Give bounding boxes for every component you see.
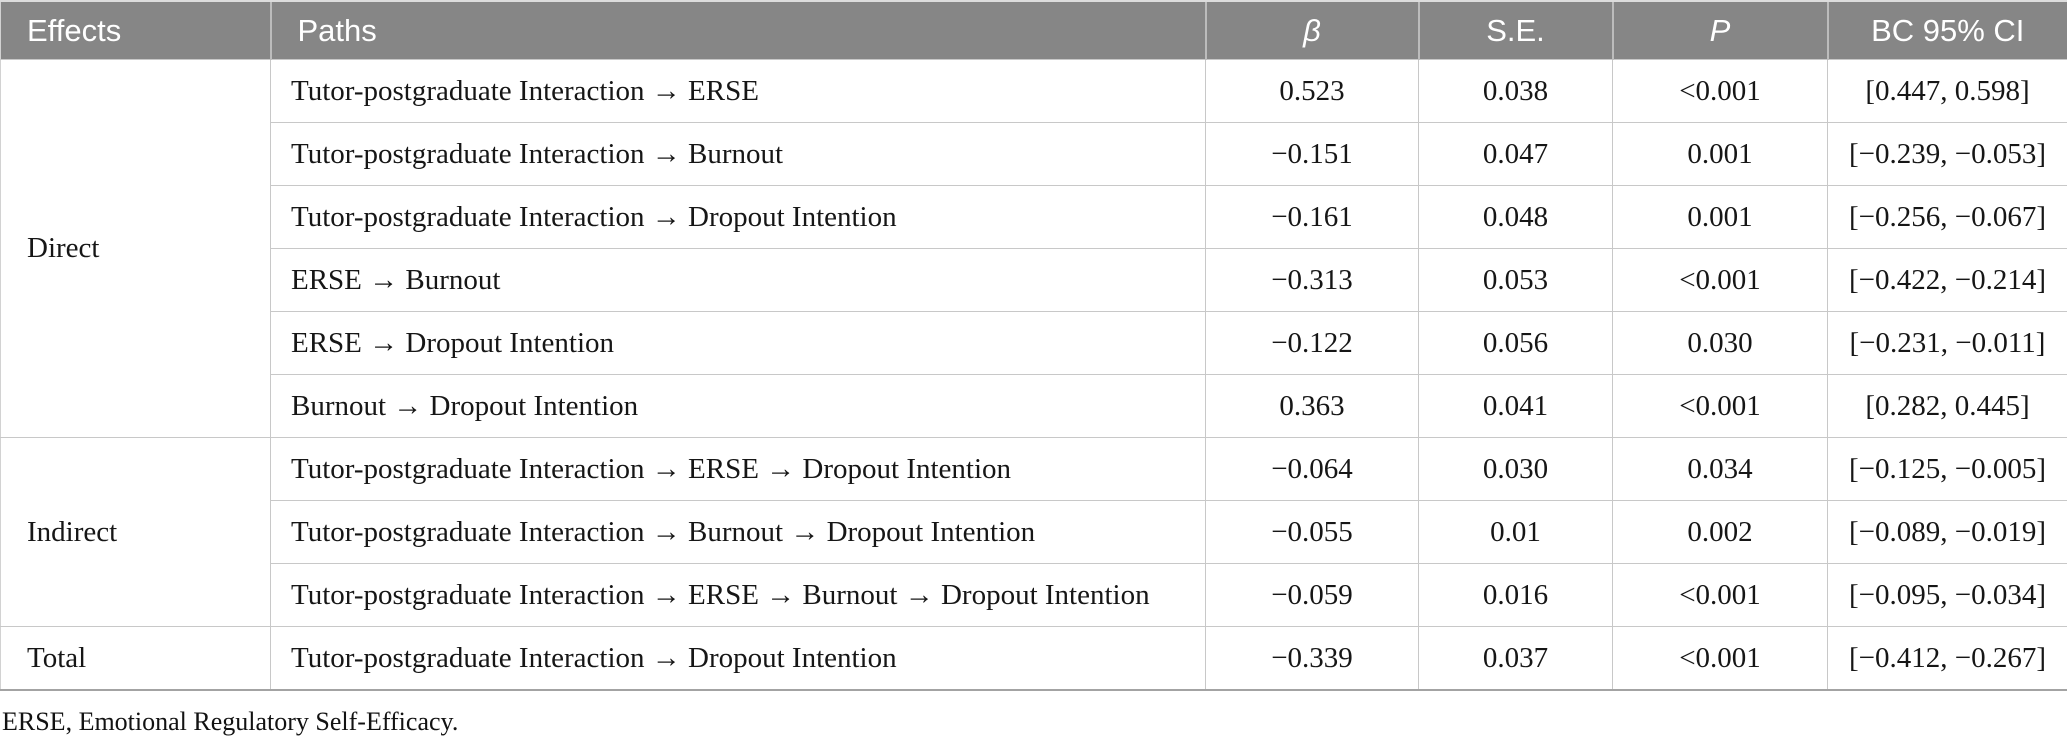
p-cell: 0.001 — [1612, 185, 1828, 249]
table-row: Direct Tutor-postgraduate Interaction → E… — [0, 59, 2067, 438]
ci-cell: [−0.125, −0.005] — [1827, 437, 2067, 501]
ci-cell: [−0.239, −0.053] — [1827, 122, 2067, 186]
p-cell: <0.001 — [1612, 59, 1828, 123]
beta-cell: −0.055 — [1205, 500, 1419, 564]
column-header-paths: Paths — [269, 0, 1206, 60]
beta-cell: −0.064 — [1205, 437, 1419, 501]
se-cell: 0.030 — [1418, 437, 1613, 501]
table-footnote: ERSE, Emotional Regulatory Self-Efficacy… — [2, 707, 459, 736]
se-cell: 0.038 — [1418, 59, 1613, 123]
se-cell: 0.01 — [1418, 500, 1613, 564]
column-header-ci: BC 95% CI — [1826, 0, 2067, 60]
table-row: ERSE → Burnout −0.313 0.053 <0.001 [−0.422, … — [1, 248, 2067, 312]
path-cell: Tutor-postgraduate Interaction → ERSE — [270, 59, 1206, 123]
path-cell: Tutor-postgraduate Interaction → ERSE → … — [270, 563, 1206, 627]
p-cell: <0.001 — [1612, 374, 1828, 438]
ci-cell: [−0.422, −0.214] — [1827, 248, 2067, 312]
beta-cell: −0.122 — [1205, 311, 1419, 375]
p-cell: <0.001 — [1612, 248, 1828, 312]
se-cell: 0.048 — [1418, 185, 1613, 249]
path-cell: Tutor-postgraduate Interaction → Dropout… — [270, 626, 1206, 690]
ci-cell: [−0.095, −0.034] — [1827, 563, 2067, 627]
beta-cell: −0.339 — [1205, 626, 1419, 690]
beta-cell: −0.161 — [1205, 185, 1419, 249]
p-cell: 0.030 — [1612, 311, 1828, 375]
p-cell: <0.001 — [1612, 563, 1828, 627]
ci-cell: [0.447, 0.598] — [1827, 59, 2067, 123]
path-cell: Tutor-postgraduate Interaction → Burnout — [270, 122, 1206, 186]
path-cell: Tutor-postgraduate Interaction → Dropout… — [270, 185, 1206, 249]
beta-cell: 0.363 — [1205, 374, 1419, 438]
se-cell: 0.053 — [1418, 248, 1613, 312]
beta-cell: −0.151 — [1205, 122, 1419, 186]
path-cell: Tutor-postgraduate Interaction → Burnout… — [270, 500, 1206, 564]
ci-cell: [−0.412, −0.267] — [1827, 626, 2067, 690]
header-row: Effects Paths β S.E. P BC 95% CI — [0, 0, 2067, 60]
beta-cell: 0.523 — [1205, 59, 1419, 123]
se-cell: 0.037 — [1418, 626, 1613, 690]
ci-cell: [−0.089, −0.019] — [1827, 500, 2067, 564]
se-cell: 0.041 — [1418, 374, 1613, 438]
p-cell: 0.034 — [1612, 437, 1828, 501]
se-cell: 0.056 — [1418, 311, 1613, 375]
effect-group-label: Total — [0, 626, 271, 690]
path-cell: ERSE → Burnout — [270, 248, 1206, 312]
p-cell: 0.002 — [1612, 500, 1828, 564]
table-row: Burnout → Dropout Intention 0.363 0.041 <0.… — [1, 374, 2067, 438]
column-header-p: P — [1611, 0, 1828, 60]
se-cell: 0.016 — [1418, 563, 1613, 627]
se-cell: 0.047 — [1418, 122, 1613, 186]
effect-group-label: Direct — [0, 59, 271, 438]
table-row: Tutor-postgraduate Interaction → ERSE → … — [1, 563, 2067, 627]
effects-table: Effects Paths β S.E. P BC 95% CI Direct T… — [0, 0, 2067, 691]
table-row: Tutor-postgraduate Interaction → Burnout… — [1, 500, 2067, 564]
ci-cell: [0.282, 0.445] — [1827, 374, 2067, 438]
beta-cell: −0.059 — [1205, 563, 1419, 627]
p-cell: 0.001 — [1612, 122, 1828, 186]
column-header-effects: Effects — [0, 0, 271, 60]
table-body: Direct Tutor-postgraduate Interaction → E… — [0, 59, 2067, 690]
column-header-se: S.E. — [1417, 0, 1613, 60]
table-row: Tutor-postgraduate Interaction → Dropout… — [1, 185, 2067, 249]
path-cell: ERSE → Dropout Intention — [270, 311, 1206, 375]
effect-group-label: Indirect — [0, 437, 271, 627]
path-cell: Tutor-postgraduate Interaction → ERSE → … — [270, 437, 1206, 501]
table-row: Indirect Tutor-postgraduate Interaction →… — [0, 437, 2067, 627]
p-cell: <0.001 — [1612, 626, 1828, 690]
path-cell: Burnout → Dropout Intention — [270, 374, 1206, 438]
table-header: Effects Paths β S.E. P BC 95% CI — [0, 0, 2067, 60]
table-row: Total Tutor-postgraduate Interaction → Dr… — [0, 626, 2067, 690]
table-row: ERSE → Dropout Intention −0.122 0.056 0.030… — [1, 311, 2067, 375]
ci-cell: [−0.231, −0.011] — [1827, 311, 2067, 375]
beta-cell: −0.313 — [1205, 248, 1419, 312]
ci-cell: [−0.256, −0.067] — [1827, 185, 2067, 249]
column-header-beta: β — [1204, 0, 1419, 60]
table-row: Tutor-postgraduate Interaction → Burnout… — [1, 122, 2067, 186]
